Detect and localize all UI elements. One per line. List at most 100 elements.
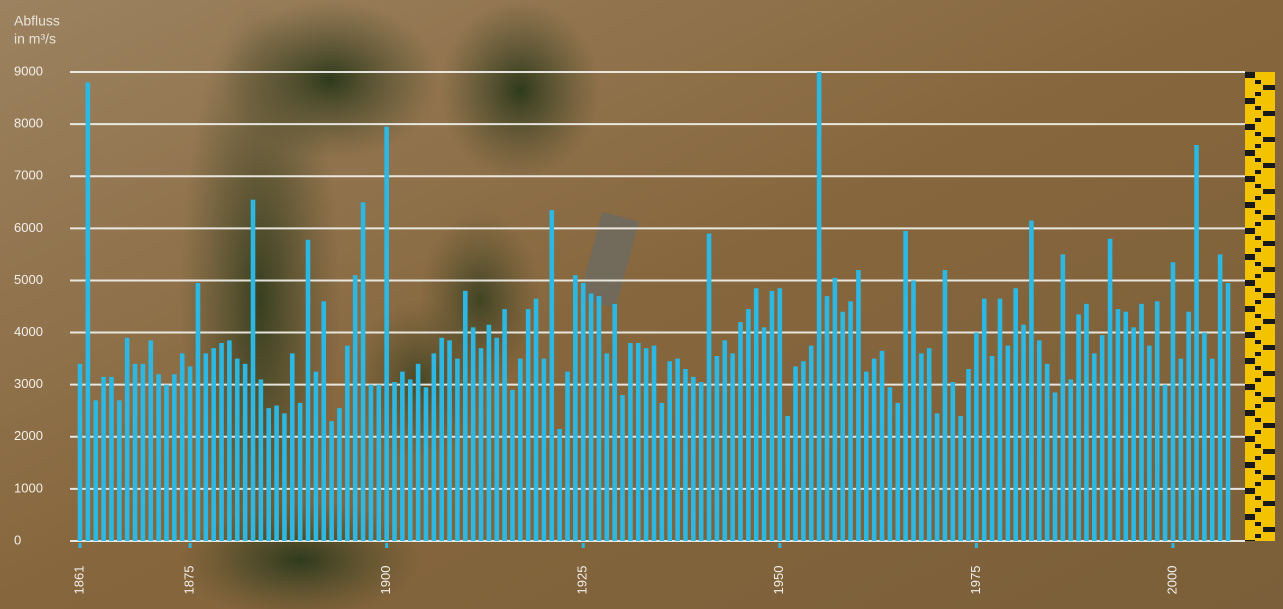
bar [549, 210, 555, 541]
bar [227, 340, 232, 541]
bar [856, 270, 861, 541]
bar [1005, 345, 1011, 541]
bar [816, 72, 822, 541]
bar [525, 309, 531, 541]
bar [675, 358, 680, 541]
bar [93, 400, 99, 541]
x-tick-label: 2000 [1164, 566, 1179, 595]
y-tick-label: 1000 [14, 480, 43, 495]
bar [337, 408, 342, 541]
bar [777, 288, 783, 541]
bar [502, 309, 507, 541]
bar [683, 369, 688, 541]
bar [1099, 335, 1105, 541]
bar [518, 358, 523, 541]
bar [989, 356, 995, 541]
bar [101, 376, 106, 541]
bar [415, 363, 421, 541]
bar [1147, 345, 1152, 541]
bar [274, 405, 279, 541]
bar [620, 395, 625, 541]
bar [1060, 254, 1066, 541]
bar [140, 363, 146, 541]
bar [77, 363, 83, 541]
bar [360, 202, 366, 541]
bar [981, 298, 987, 541]
bar [439, 337, 444, 541]
bar [313, 371, 319, 541]
y-tick-label: 4000 [14, 324, 43, 339]
bar [297, 402, 303, 541]
y-tick-label: 9000 [14, 63, 43, 78]
bar [407, 379, 413, 541]
y-axis-label: in m³/s [14, 31, 56, 47]
bar [1092, 353, 1097, 541]
bar [824, 296, 830, 541]
bar [455, 358, 460, 541]
bar [510, 389, 515, 541]
bar [635, 342, 641, 541]
y-tick-label: 8000 [14, 116, 43, 131]
bar [832, 277, 838, 541]
bar [494, 337, 500, 541]
y-axis-label: Abfluss [14, 13, 60, 29]
bar [250, 199, 256, 541]
bar [1178, 358, 1184, 541]
bar [1225, 283, 1231, 541]
bar [903, 230, 908, 541]
y-tick-label: 0 [14, 532, 21, 547]
bar [423, 387, 429, 541]
bar [1036, 340, 1042, 541]
bar [793, 366, 798, 541]
bar [85, 82, 91, 541]
bar [722, 340, 728, 541]
bar [1013, 288, 1018, 541]
bar [879, 350, 885, 541]
bar [667, 361, 673, 541]
bar [848, 301, 853, 541]
bar [156, 374, 161, 541]
bar [1186, 311, 1191, 541]
x-tick-label: 1950 [771, 566, 786, 595]
bar [384, 126, 389, 541]
y-tick-label: 7000 [14, 168, 43, 183]
bar [557, 428, 562, 541]
bar [746, 309, 751, 541]
bar [753, 288, 759, 541]
bar [1202, 332, 1207, 541]
bar [808, 345, 814, 541]
x-tick-label: 1900 [378, 566, 393, 595]
bar [211, 348, 216, 541]
bar [580, 283, 586, 541]
bar [447, 340, 452, 541]
bar [368, 384, 374, 541]
bar [628, 342, 633, 541]
bar [109, 376, 114, 541]
bar [242, 363, 248, 541]
bar [1154, 301, 1160, 541]
x-tick-label: 1861 [71, 566, 86, 595]
bar [203, 353, 209, 541]
bar [769, 290, 775, 541]
bar [659, 402, 665, 541]
bar [187, 366, 193, 541]
bar [258, 379, 264, 541]
bar [604, 353, 610, 541]
bar [1084, 303, 1089, 541]
bar [1217, 254, 1223, 541]
bar [785, 415, 790, 541]
bar [266, 408, 272, 541]
bar [431, 353, 437, 541]
bar [290, 353, 295, 541]
bar [400, 371, 405, 541]
bar [282, 413, 287, 541]
x-tick-label: 1875 [182, 566, 197, 595]
bar [871, 358, 877, 541]
bar [124, 337, 130, 541]
bar [1068, 379, 1074, 541]
bar [573, 275, 578, 541]
bar [895, 402, 901, 541]
bar [942, 270, 948, 541]
bar [714, 356, 720, 541]
